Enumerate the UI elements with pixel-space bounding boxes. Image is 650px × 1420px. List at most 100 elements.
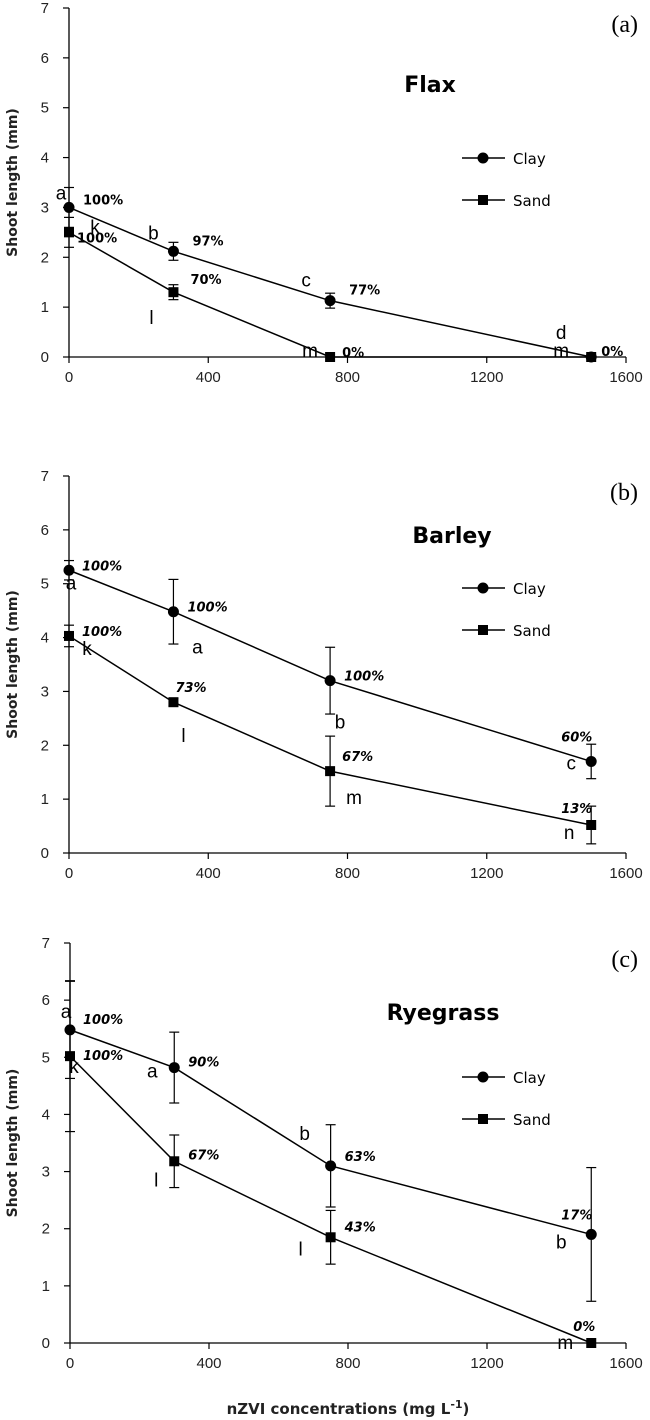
significance-letter: k <box>90 217 100 238</box>
x-tick-label: 1200 <box>470 369 503 386</box>
x-tick-label: 0 <box>65 865 73 882</box>
data-point-clay <box>324 675 336 687</box>
percent-label: 100% <box>82 625 122 640</box>
significance-letter: a <box>192 638 203 659</box>
x-axis-label-suffix: ) <box>463 1400 470 1418</box>
x-axis-label: nZVI concentrations (mg L-1) <box>227 1398 470 1418</box>
significance-letter: m <box>553 341 569 362</box>
percent-label: 73% <box>175 681 206 696</box>
x-tick-label: 400 <box>196 369 221 386</box>
data-point-sand <box>586 1338 597 1348</box>
y-tick-label: 4 <box>41 630 49 647</box>
percent-label: 100% <box>82 559 122 574</box>
data-point-sand <box>169 1156 180 1167</box>
y-tick-label: 1 <box>42 1278 50 1295</box>
significance-letter: b <box>148 223 159 244</box>
chart-title: Flax <box>404 73 456 98</box>
percent-label: 67% <box>342 750 373 765</box>
data-point-sand <box>586 819 597 830</box>
y-tick-label: 5 <box>41 576 49 593</box>
significance-letter: c <box>301 271 311 292</box>
y-tick-label: 7 <box>41 0 49 17</box>
significance-letter: n <box>564 823 575 844</box>
series-line-clay <box>69 1029 592 1236</box>
significance-letter: b <box>335 713 346 734</box>
significance-letter: c <box>566 753 576 774</box>
y-tick-label: 5 <box>41 100 49 117</box>
legend-label: Clay <box>513 1069 546 1087</box>
data-point-sand <box>65 1051 75 1062</box>
data-point-sand <box>325 1232 336 1243</box>
significance-letter: d <box>556 323 567 344</box>
percent-label: 43% <box>344 1220 376 1235</box>
legend-marker-clay <box>477 582 489 594</box>
x-tick-label: 1200 <box>470 865 503 882</box>
y-tick-label: 4 <box>41 150 49 167</box>
legend-label: Clay <box>513 580 546 598</box>
y-tick-label: 3 <box>41 683 49 700</box>
significance-letter: l <box>181 726 185 747</box>
chart-title: Barley <box>412 524 491 549</box>
y-tick-label: 0 <box>41 349 49 366</box>
significance-letter: k <box>82 639 92 660</box>
percent-label: 13% <box>561 802 592 817</box>
data-point-clay <box>167 606 179 618</box>
panel-label: (c) <box>611 947 638 973</box>
significance-letter: l <box>149 308 153 329</box>
data-point-sand <box>586 352 597 362</box>
legend-marker-clay <box>477 1071 489 1083</box>
significance-letter: a <box>61 1002 72 1023</box>
percent-label: 77% <box>349 284 380 299</box>
significance-letter: a <box>66 573 77 594</box>
y-axis-label: Shoot length (mm) <box>5 1069 21 1218</box>
percent-label: 0% <box>342 346 364 361</box>
x-tick-label: 1600 <box>609 865 642 882</box>
legend-marker-clay <box>477 152 489 164</box>
data-point-sand <box>325 766 336 777</box>
significance-letter: l <box>299 1239 303 1260</box>
y-tick-label: 0 <box>41 845 49 862</box>
significance-letter: m <box>302 341 318 362</box>
percent-label: 63% <box>345 1150 376 1165</box>
y-tick-label: 7 <box>42 935 50 952</box>
percent-label: 100% <box>187 601 227 616</box>
x-tick-label: 0 <box>65 369 73 386</box>
chart-panel-a: 0 1 2 3 4 5 6 7 0 400 800 1200 1600 Shoot length (mm)… <box>5 0 643 386</box>
percent-label: 100% <box>83 1049 123 1064</box>
chart-panel-c: 0 1 2 3 4 5 6 7 0 400 800 1200 1600 Shoot length (mm)… <box>5 935 643 1418</box>
y-tick-label: 2 <box>42 1221 50 1238</box>
data-point-sand <box>64 227 74 238</box>
series-line-sand <box>68 635 592 826</box>
y-tick-label: 1 <box>41 299 49 316</box>
legend-label: Sand <box>513 192 551 210</box>
percent-label: 70% <box>190 273 221 288</box>
x-tick-label: 400 <box>196 865 221 882</box>
significance-letter: l <box>154 1170 158 1191</box>
data-point-sand <box>64 630 74 641</box>
y-axis-label: Shoot length (mm) <box>5 590 21 739</box>
data-point-clay <box>585 1228 597 1240</box>
data-point-sand <box>325 352 336 362</box>
significance-letter: b <box>299 1124 310 1145</box>
x-tick-label: 0 <box>66 1355 74 1372</box>
y-tick-label: 6 <box>41 50 49 67</box>
percent-label: 60% <box>561 730 592 745</box>
significance-letter: k <box>69 1057 79 1078</box>
x-axis-label-superscript: -1 <box>450 1398 462 1411</box>
legend-label: Clay <box>513 150 546 168</box>
x-tick-label: 800 <box>335 1355 360 1372</box>
series-line-clay <box>68 206 592 358</box>
y-tick-label: 6 <box>42 992 50 1009</box>
series-line-sand <box>69 1055 592 1344</box>
data-point-clay <box>167 245 179 257</box>
data-point-sand <box>168 697 179 708</box>
panel-label: (a) <box>611 12 638 38</box>
percent-label: 0% <box>573 1320 595 1335</box>
y-tick-label: 3 <box>42 1164 50 1181</box>
legend-label: Sand <box>513 1111 551 1129</box>
chart-panel-b: 0 1 2 3 4 5 6 7 0 400 800 1200 1600 Shoot length (mm)… <box>5 468 643 882</box>
chart-title: Ryegrass <box>387 1001 500 1026</box>
y-tick-label: 2 <box>41 737 49 754</box>
significance-letter: m <box>346 788 362 809</box>
y-tick-label: 5 <box>42 1049 50 1066</box>
